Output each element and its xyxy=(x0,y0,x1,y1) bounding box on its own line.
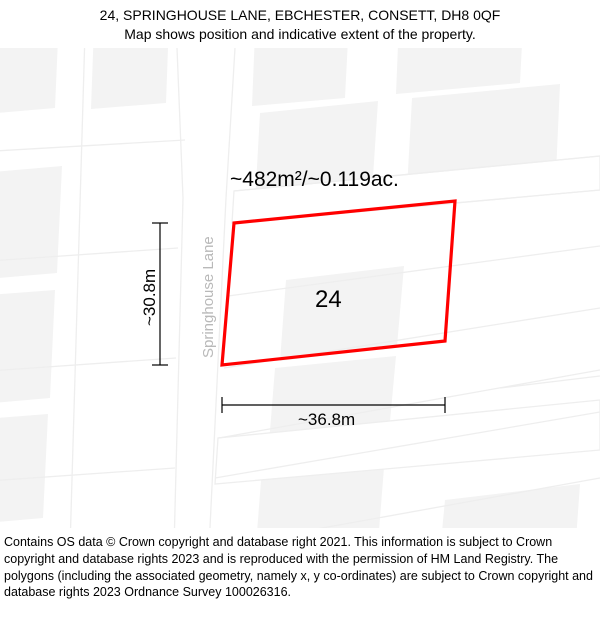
map-svg xyxy=(0,48,600,528)
footer-attribution: Contains OS data © Crown copyright and d… xyxy=(0,528,600,602)
page-subtitle: Map shows position and indicative extent… xyxy=(0,25,600,44)
header: 24, SPRINGHOUSE LANE, EBCHESTER, CONSETT… xyxy=(0,0,600,44)
map-container: ~482m²/~0.119ac. ~30.8m ~36.8m Springhou… xyxy=(0,48,600,528)
height-dimension-label: ~30.8m xyxy=(140,269,160,326)
house-number-label: 24 xyxy=(315,286,342,314)
area-label: ~482m²/~0.119ac. xyxy=(230,168,399,192)
page-title: 24, SPRINGHOUSE LANE, EBCHESTER, CONSETT… xyxy=(0,6,600,25)
width-dimension-label: ~36.8m xyxy=(298,410,355,430)
street-name-label: Springhouse Lane xyxy=(200,236,217,358)
